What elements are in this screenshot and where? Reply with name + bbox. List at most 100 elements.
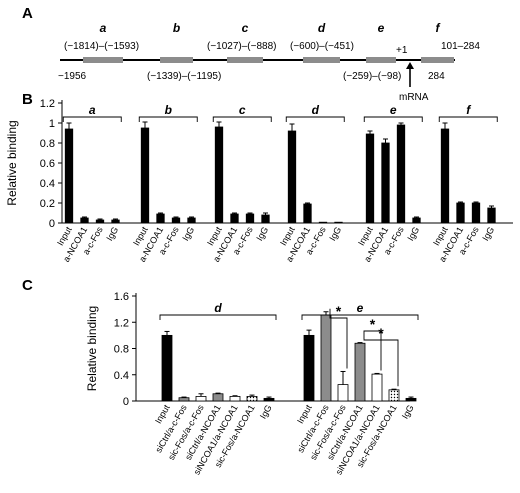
y-tick-label: 1.6	[114, 291, 129, 303]
mrna-label: mRNA	[399, 92, 429, 103]
region-letter-e: e	[378, 21, 385, 35]
y-tick-label: 1	[49, 118, 55, 130]
group-bracket-e	[301, 314, 419, 320]
region-box-d	[303, 57, 340, 63]
region-box-b	[160, 57, 193, 63]
region-box-a	[83, 57, 123, 63]
category-label: IgG	[254, 225, 270, 243]
bar-f-0	[440, 128, 450, 224]
y-axis-title: Relative binding	[85, 306, 99, 391]
y-tick-label: 0.8	[114, 344, 129, 356]
bar-c-1	[230, 213, 239, 224]
bar-a-1	[80, 217, 89, 224]
significance-bracket	[363, 339, 399, 387]
bar-b-2	[171, 217, 181, 224]
panel-c-label: C	[22, 277, 33, 294]
bar-e-3	[354, 342, 366, 402]
y-tick-label: 1.2	[40, 98, 55, 110]
bar-e-4	[371, 373, 383, 402]
significance-bracket	[363, 330, 382, 371]
region-range-c: (−1027)–(−888)	[207, 41, 277, 52]
category-label: IgG	[405, 225, 421, 243]
start-position-label: −1956	[58, 71, 87, 82]
bar-e-3	[412, 217, 421, 224]
y-axis-title: Relative binding	[5, 120, 19, 205]
bar-e-2	[337, 384, 349, 402]
y-tick-label: 0.6	[40, 158, 55, 170]
group-bracket-b	[138, 116, 198, 122]
panel-b-label: B	[22, 91, 33, 108]
bar-d-6	[263, 397, 275, 402]
promoter-map: A −1956 284 +1 mRNA a (−1814)–(−1593) b (−1…	[22, 5, 480, 103]
bar-e-1	[381, 142, 390, 224]
significance-star: *	[378, 325, 384, 341]
category-label: IgG	[180, 225, 196, 243]
tss-arrow-head	[406, 62, 414, 69]
bar-d-3	[334, 221, 343, 224]
group-label-e: e	[357, 301, 364, 315]
bar-e-1	[320, 314, 332, 402]
bar-c-0	[214, 126, 224, 224]
bar-d-4	[229, 396, 241, 402]
bar-d-5	[246, 396, 258, 402]
bar-b-0	[140, 127, 150, 224]
group-label-c: c	[239, 103, 246, 117]
significance-star: *	[336, 303, 342, 319]
category-label: IgG	[400, 403, 416, 421]
group-bracket-d	[285, 116, 345, 122]
group-bracket-d	[159, 314, 277, 320]
y-tick-label: 0	[49, 218, 55, 230]
region-range-d: (−600)–(−451)	[290, 41, 354, 52]
region-letter-b: b	[173, 21, 180, 35]
group-label-a: a	[89, 103, 96, 117]
group-bracket-f	[438, 116, 498, 122]
category-label: IgG	[480, 225, 496, 243]
region-letter-c: c	[242, 21, 249, 35]
bar-a-0	[64, 128, 74, 224]
group-label-b: b	[165, 103, 172, 117]
category-label: IgG	[327, 225, 343, 243]
bar-d-2	[195, 396, 207, 402]
bar-d-2	[318, 221, 328, 224]
end-position-label: 284	[428, 71, 445, 82]
panel-a-label: A	[22, 5, 33, 22]
y-tick-label: 0.2	[40, 198, 55, 210]
region-range-f: 101–284	[441, 41, 480, 52]
significance-star: *	[370, 316, 376, 332]
bar-c-3	[261, 214, 270, 224]
group-label-d: d	[312, 103, 320, 117]
bar-e-0	[365, 133, 375, 224]
bar-e-6	[405, 397, 417, 402]
group-bracket-e	[363, 116, 423, 122]
region-range-e: (−259)–(−98)	[343, 71, 401, 82]
group-bracket-a	[62, 116, 122, 122]
bar-f-1	[456, 202, 465, 224]
region-box-c	[227, 57, 263, 63]
tss-label: +1	[396, 45, 408, 56]
bar-e-5	[388, 389, 400, 402]
region-letter-d: d	[318, 21, 326, 35]
bar-e-0	[303, 334, 315, 402]
group-label-e: e	[390, 103, 397, 117]
region-box-f	[421, 57, 454, 63]
bar-d-3	[212, 393, 224, 402]
y-tick-label: 0.8	[40, 138, 55, 150]
significance-bracket	[329, 308, 348, 369]
bar-b-1	[156, 213, 165, 224]
y-tick-label: 1.2	[114, 317, 129, 329]
group-bracket-c	[212, 116, 272, 122]
region-range-a: (−1814)–(−1593)	[64, 41, 139, 52]
bar-e-2	[396, 124, 406, 224]
bar-a-2	[95, 219, 105, 224]
region-box-e	[366, 57, 396, 63]
bar-d-1	[178, 397, 190, 402]
y-tick-label: 0.4	[40, 178, 55, 190]
y-tick-label: 0	[123, 396, 129, 408]
bar-d-1	[303, 203, 312, 224]
bar-f-2	[471, 202, 481, 224]
bar-b-3	[187, 217, 196, 224]
category-label: IgG	[258, 403, 274, 421]
bar-d-0	[287, 130, 297, 224]
